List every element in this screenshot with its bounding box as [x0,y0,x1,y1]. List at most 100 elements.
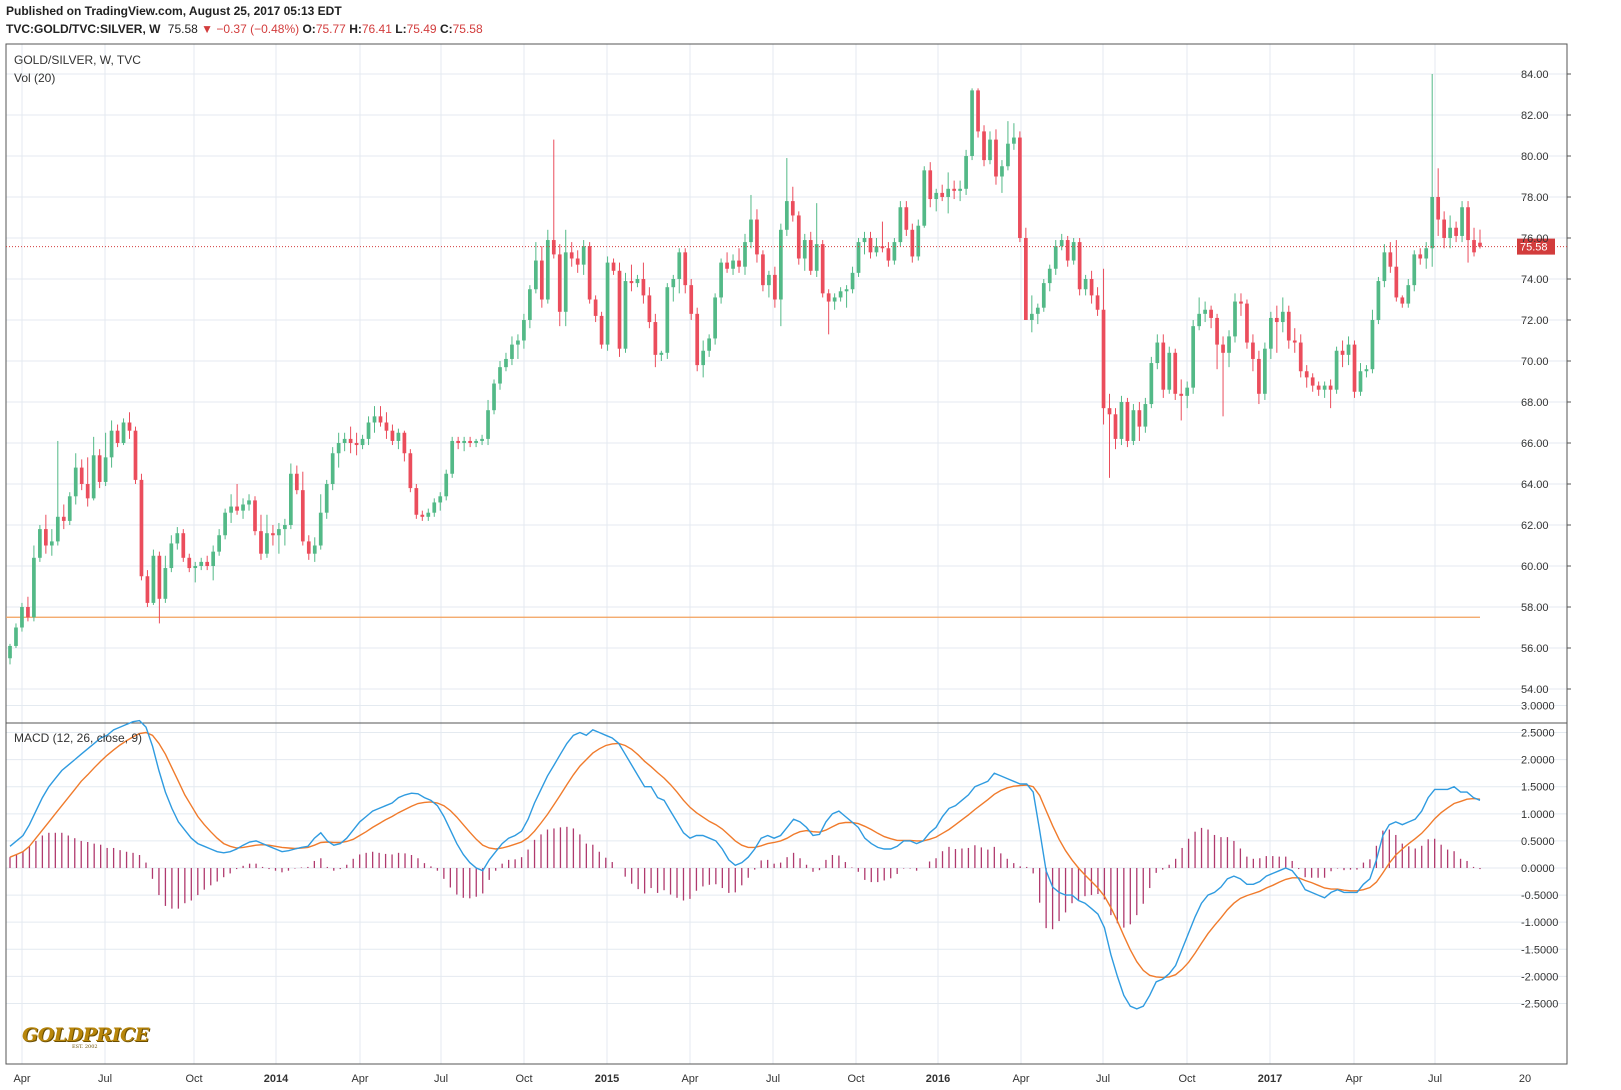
candle-body [910,229,915,257]
candle-body [390,430,395,441]
candle-body [85,484,90,499]
price-tick-label: 70.00 [1521,356,1549,368]
candle-body [312,545,317,554]
candle-body [581,246,586,265]
candle-body [958,188,962,191]
candle-body [928,170,933,200]
high-label: H: [349,22,362,36]
symbol-line: TVC:GOLD/TVC:SILVER, W 75.58 ▼ −0.37 (−0… [6,20,483,38]
candle-body [1388,252,1393,267]
candle-body [372,416,377,423]
candle-body [157,555,162,599]
candle-body [796,215,801,259]
candle-body [1101,309,1106,409]
low-value: 75.49 [406,22,437,36]
down-arrow-icon: ▼ [201,22,214,36]
candle-body [832,297,837,302]
candle-body [1358,371,1363,392]
candle-body [1472,240,1476,253]
price-tick-label: 82.00 [1521,110,1549,122]
price-tick-label: 78.00 [1521,192,1549,204]
candle-body [277,529,281,536]
candle-body [844,289,849,292]
price-axis: 84.00 82.00 80.00 78.00 76.00 74.00 72.00 70.00… [1521,69,1571,696]
candle-body [480,438,484,441]
candle-body [593,299,598,316]
candle-body [181,533,186,558]
candle-body [1251,342,1255,359]
candle-body [330,453,335,484]
price-tick-label: 54.00 [1521,684,1549,696]
candle-body [468,440,472,443]
candle-body [247,500,251,505]
candle-body [1292,340,1297,343]
candle-body [1035,307,1040,314]
candle-body [1460,207,1464,236]
candle-body [259,531,263,554]
candle-body [1400,297,1405,304]
candle-body [982,131,986,161]
candle-body [934,192,939,200]
candle-body [1167,352,1172,390]
candle-body [139,479,144,577]
candle-body [265,533,269,554]
candle-body [1346,344,1351,355]
candle-body [617,270,622,349]
candle-body [976,90,980,132]
candle-body [127,422,132,431]
candle-body [1412,254,1417,286]
candle-body [271,533,275,536]
candle-body [743,242,747,267]
candle-body [1107,408,1112,415]
macd-tick-label: 2.5000 [1521,728,1555,740]
price-tick-label: 62.00 [1521,520,1549,532]
candle-body [175,533,180,544]
candle-body [1191,326,1196,388]
candle-body [426,512,431,517]
candle-body [32,557,36,618]
candle-body [737,260,741,267]
macd-tick-label: 1.5000 [1521,782,1555,794]
candle-body [211,551,216,566]
candle-body [151,555,156,603]
candle-body [241,504,245,511]
candle-body [283,525,287,530]
candle-body [563,252,568,312]
candle-body [1095,295,1100,310]
candle-body [1041,283,1046,308]
candle-body [874,246,879,253]
price-change: −0.37 (−0.48%) [216,22,300,36]
candle-body [1334,350,1339,390]
candle-body [1185,387,1190,396]
candle-body [701,350,706,366]
candle-body [773,274,777,300]
candle-body [725,262,729,269]
candle-body [1113,414,1118,439]
candle-body [1239,301,1243,304]
candle-body [1125,402,1130,441]
candle-body [366,422,371,439]
last-price-tag-label: 75.58 [1520,242,1548,254]
candle-body [904,207,909,230]
candle-body [587,246,592,300]
candle-body [289,473,293,525]
candle-body [522,320,526,341]
candle-body [163,568,168,599]
time-tick-label: Jul [98,1073,112,1085]
candle-body [779,229,783,300]
candle-body [342,438,347,443]
candle-body [1286,311,1291,341]
close-value: 75.58 [452,22,483,36]
candle-body [420,514,425,517]
candle-body [665,287,670,353]
time-tick-label: Apr [13,1073,30,1085]
candle-body [826,293,831,302]
macd-tick-label: 1.0000 [1521,809,1555,821]
price-tick-label: 60.00 [1521,561,1549,573]
price-tick-label: 76.00 [1521,233,1549,245]
candle-body [922,170,927,226]
candle-body [755,219,759,255]
candle-body [1012,137,1016,144]
candle-body [26,607,30,618]
